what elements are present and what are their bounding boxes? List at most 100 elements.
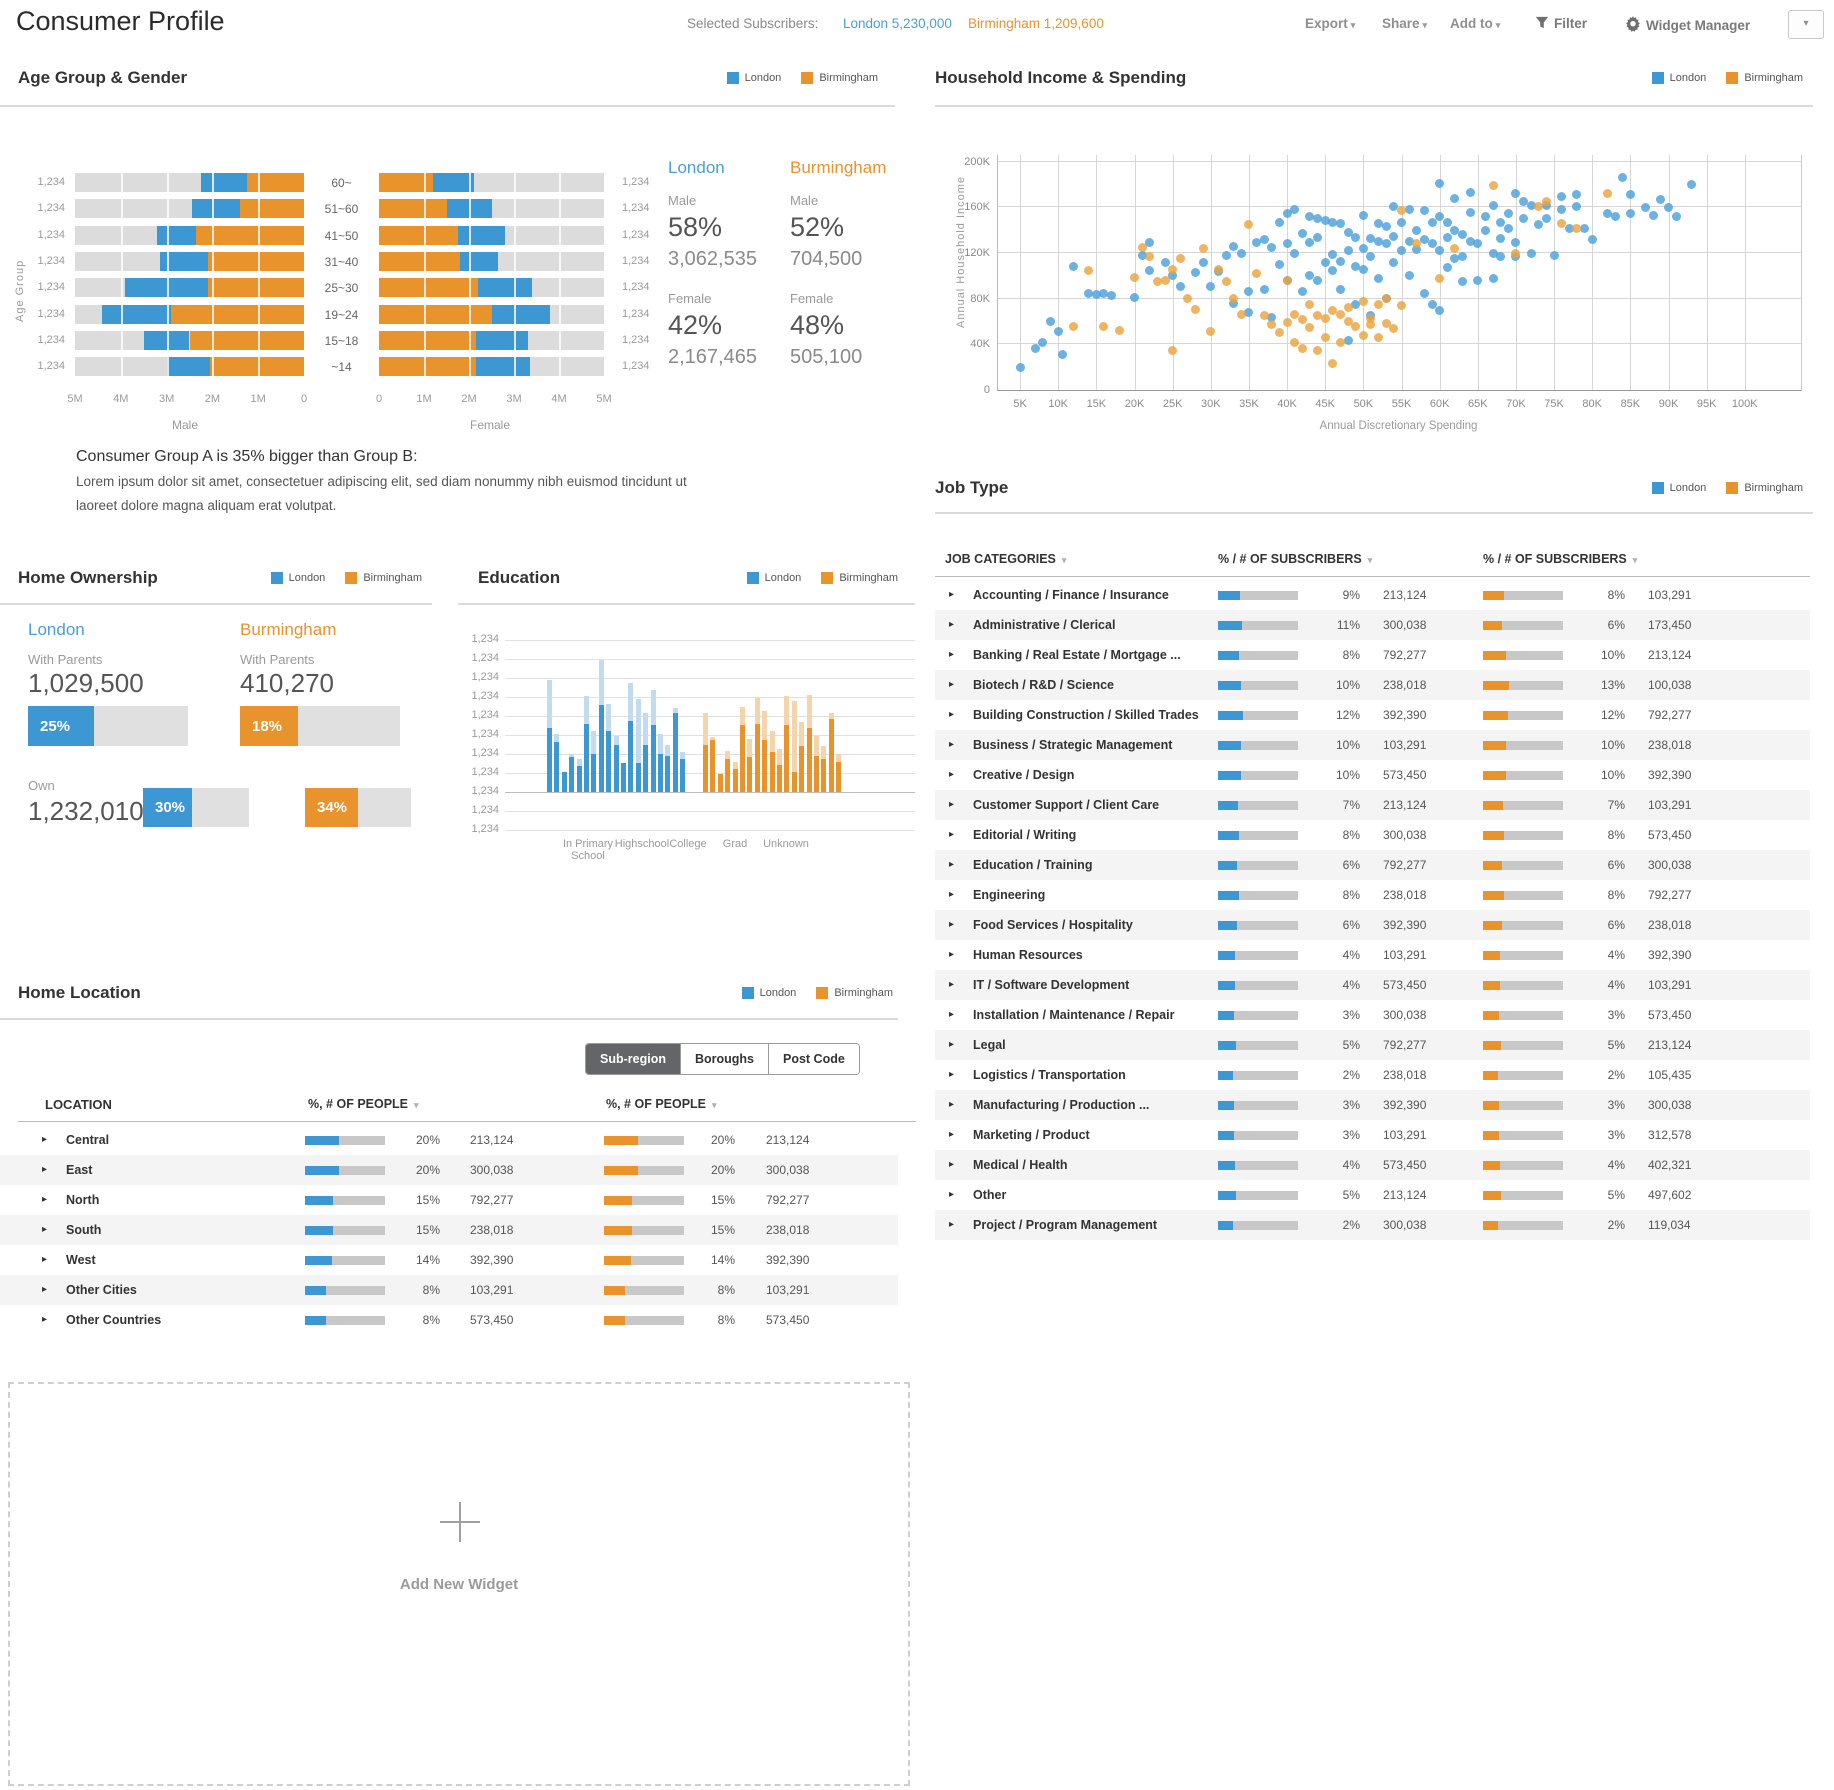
- birmingham-bar-track: [1483, 801, 1563, 810]
- scatter-point-birmingham: [1221, 277, 1231, 287]
- scatter-point-london: [1297, 287, 1307, 297]
- table-row[interactable]: ▸ Other Countries 8% 573,450 8% 573,450: [0, 1305, 898, 1335]
- edu-bar-london-solid: [554, 741, 560, 792]
- ownership-bar-london-parents: 25%: [28, 706, 188, 746]
- row-expander-icon[interactable]: ▸: [42, 1134, 48, 1145]
- table-row[interactable]: ▸ Biotech / R&D / Science 10% 238,018 13% 100…: [935, 670, 1810, 700]
- scatter-point-london: [1030, 344, 1040, 354]
- col-header-job-categories[interactable]: JOB CATEGORIES ▾: [945, 552, 1067, 566]
- table-row[interactable]: ▸ Education / Training 6% 792,277 6% 300,038: [935, 850, 1810, 880]
- subscriber-birmingham-link[interactable]: Birmingham 1,209,600: [968, 16, 1104, 31]
- panel-collapse-button[interactable]: ▾: [1788, 10, 1824, 39]
- row-expander-icon[interactable]: ▸: [42, 1224, 48, 1235]
- subscriber-london-link[interactable]: London 5,230,000: [843, 16, 952, 31]
- tab-post-code[interactable]: Post Code: [768, 1044, 859, 1074]
- row-expander-icon[interactable]: ▸: [949, 709, 955, 720]
- london-count: 238,018: [1383, 888, 1427, 902]
- row-expander-icon[interactable]: ▸: [949, 619, 955, 630]
- table-row[interactable]: ▸ Banking / Real Estate / Mortgage ... 8% 7…: [935, 640, 1810, 670]
- london-count: 238,018: [1383, 678, 1427, 692]
- table-row[interactable]: ▸ Creative / Design 10% 573,450 10% 392,390: [935, 760, 1810, 790]
- table-row[interactable]: ▸ Marketing / Product 3% 103,291 3% 312,578: [935, 1120, 1810, 1150]
- table-row[interactable]: ▸ Human Resources 4% 103,291 4% 392,390: [935, 940, 1810, 970]
- legend-item: Birmingham: [1726, 482, 1803, 494]
- row-expander-icon[interactable]: ▸: [949, 1039, 955, 1050]
- table-row[interactable]: ▸ Other 5% 213,124 5% 497,602: [935, 1180, 1810, 1210]
- scatter-point-birmingham: [1297, 344, 1307, 354]
- table-row[interactable]: ▸ Accounting / Finance / Insurance 9% 213,1…: [935, 580, 1810, 610]
- legend-item: Birmingham: [345, 572, 422, 584]
- row-expander-icon[interactable]: ▸: [949, 919, 955, 930]
- row-expander-icon[interactable]: ▸: [949, 769, 955, 780]
- table-row[interactable]: ▸ Food Services / Hospitality 6% 392,390 6% 2…: [935, 910, 1810, 940]
- col-header-people-london[interactable]: %, # OF PEOPLE ▾: [308, 1097, 419, 1111]
- grid-divider: [469, 251, 471, 271]
- col-header-location[interactable]: LOCATION: [45, 1097, 112, 1112]
- row-expander-icon[interactable]: ▸: [949, 1219, 955, 1230]
- row-expander-icon[interactable]: ▸: [949, 889, 955, 900]
- row-expander-icon[interactable]: ▸: [949, 859, 955, 870]
- row-expander-icon[interactable]: ▸: [949, 1099, 955, 1110]
- filter-button[interactable]: Filter: [1535, 16, 1587, 31]
- grid-divider: [258, 199, 261, 219]
- row-expander-icon[interactable]: ▸: [949, 1009, 955, 1020]
- add-to-button[interactable]: Add to ▾: [1450, 16, 1501, 31]
- table-row[interactable]: ▸ Installation / Maintenance / Repair 3% 30…: [935, 1000, 1810, 1030]
- scatter-point-london: [1038, 337, 1048, 347]
- widget-manager-button[interactable]: Widget Manager: [1625, 16, 1750, 33]
- edu-bar-birmingham: [725, 750, 731, 792]
- table-row[interactable]: ▸ East 20% 300,038 20% 300,038: [0, 1155, 898, 1185]
- scatter-point-london: [1328, 249, 1338, 259]
- share-button[interactable]: Share ▾: [1382, 16, 1428, 31]
- row-expander-icon[interactable]: ▸: [42, 1194, 48, 1205]
- row-expander-icon[interactable]: ▸: [949, 649, 955, 660]
- row-expander-icon[interactable]: ▸: [949, 1069, 955, 1080]
- gridline: [1515, 155, 1517, 390]
- row-expander-icon[interactable]: ▸: [949, 949, 955, 960]
- table-row[interactable]: ▸ Other Cities 8% 103,291 8% 103,291: [0, 1275, 898, 1305]
- table-row[interactable]: ▸ Business / Strategic Management 10% 103,2…: [935, 730, 1810, 760]
- row-expander-icon[interactable]: ▸: [42, 1254, 48, 1265]
- row-expander-icon[interactable]: ▸: [949, 979, 955, 990]
- col-header-people-birmingham[interactable]: %, # OF PEOPLE ▾: [606, 1097, 717, 1111]
- widget-title: Home Ownership: [18, 568, 158, 587]
- table-row[interactable]: ▸ Logistics / Transportation 2% 238,018 2% 10…: [935, 1060, 1810, 1090]
- grid-divider: [424, 330, 426, 350]
- col-header-subscribers-london[interactable]: % / # OF SUBSCRIBERS ▾: [1218, 552, 1373, 566]
- birmingham-bar-track: [1483, 981, 1563, 990]
- table-row[interactable]: ▸ Project / Program Management 2% 300,038 2%…: [935, 1210, 1810, 1240]
- col-header-subscribers-birmingham[interactable]: % / # OF SUBSCRIBERS ▾: [1483, 552, 1638, 566]
- add-new-widget-button[interactable]: Add New Widget: [8, 1382, 910, 1786]
- tab-boroughs[interactable]: Boroughs: [679, 1044, 768, 1074]
- row-expander-icon[interactable]: ▸: [949, 799, 955, 810]
- table-row[interactable]: ▸ Legal 5% 792,277 5% 213,124: [935, 1030, 1810, 1060]
- tab-sub-region[interactable]: Sub-region: [586, 1044, 680, 1074]
- table-row[interactable]: ▸ Building Construction / Skilled Trades 1…: [935, 700, 1810, 730]
- table-row[interactable]: ▸ Engineering 8% 238,018 8% 792,277: [935, 880, 1810, 910]
- row-expander-icon[interactable]: ▸: [949, 1159, 955, 1170]
- row-expander-icon[interactable]: ▸: [42, 1314, 48, 1325]
- row-expander-icon[interactable]: ▸: [949, 1129, 955, 1140]
- scatter-point-london: [1526, 200, 1536, 210]
- row-expander-icon[interactable]: ▸: [42, 1284, 48, 1295]
- london-bar-fill: [305, 1316, 327, 1325]
- row-expander-icon[interactable]: ▸: [949, 829, 955, 840]
- table-row[interactable]: ▸ Manufacturing / Production ... 3% 392,390…: [935, 1090, 1810, 1120]
- row-expander-icon[interactable]: ▸: [949, 739, 955, 750]
- table-row[interactable]: ▸ IT / Software Development 4% 573,450 4% 103…: [935, 970, 1810, 1000]
- table-row[interactable]: ▸ Central 20% 213,124 20% 213,124: [0, 1125, 898, 1155]
- row-expander-icon[interactable]: ▸: [949, 679, 955, 690]
- table-row[interactable]: ▸ Administrative / Clerical 11% 300,038 6% 17…: [935, 610, 1810, 640]
- table-row[interactable]: ▸ North 15% 792,277 15% 792,277: [0, 1185, 898, 1215]
- row-expander-icon[interactable]: ▸: [949, 589, 955, 600]
- export-button[interactable]: Export ▾: [1305, 16, 1356, 31]
- birmingham-count: 392,390: [1648, 768, 1692, 782]
- gridline: [1096, 155, 1098, 390]
- table-row[interactable]: ▸ Medical / Health 4% 573,450 4% 402,321: [935, 1150, 1810, 1180]
- row-expander-icon[interactable]: ▸: [42, 1164, 48, 1175]
- table-row[interactable]: ▸ South 15% 238,018 15% 238,018: [0, 1215, 898, 1245]
- table-row[interactable]: ▸ Customer Support / Client Care 7% 213,124…: [935, 790, 1810, 820]
- row-expander-icon[interactable]: ▸: [949, 1189, 955, 1200]
- table-row[interactable]: ▸ Editorial / Writing 8% 300,038 8% 573,450: [935, 820, 1810, 850]
- table-row[interactable]: ▸ West 14% 392,390 14% 392,390: [0, 1245, 898, 1275]
